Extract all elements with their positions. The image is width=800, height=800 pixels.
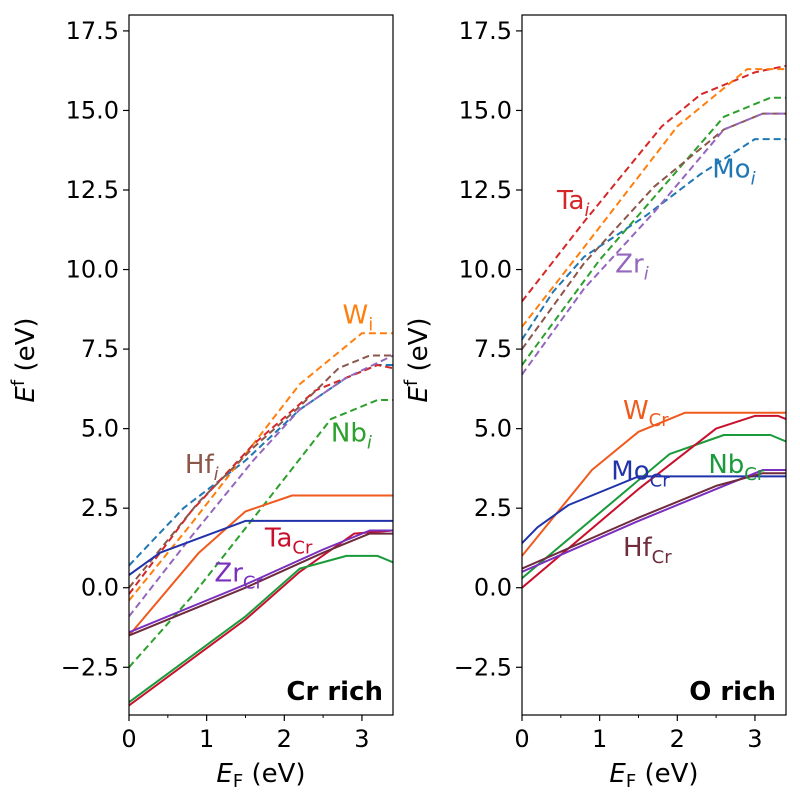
series-line-zr-i — [522, 112, 786, 376]
annotation-w-cr: WCr — [623, 396, 669, 431]
x-tick-label: 2 — [670, 725, 685, 753]
y-tick-label: −2.5 — [454, 653, 512, 681]
x-tick-label: 0 — [121, 725, 136, 753]
x-tick-label: 3 — [747, 725, 762, 753]
annotation-zr-cr: ZrCr — [214, 558, 263, 593]
series-line-hf-i — [129, 354, 393, 589]
series-line-nb-i — [522, 96, 786, 366]
annotation-mo-cr: MoCr — [611, 457, 670, 492]
series-line-mo-i — [129, 364, 393, 567]
x-tick-label: 2 — [277, 725, 292, 753]
series-line-mo-i — [522, 138, 786, 341]
series-line-hf-i — [522, 112, 786, 350]
panel-o-rich: −2.5 0.0 2.5 5.0 7.5 10.0 12.5 15.0 17.5 0 1 2 3 EF (… — [401, 14, 787, 792]
series-line-ta-i — [129, 364, 393, 595]
y-tick-label: 2.5 — [474, 494, 512, 522]
series-line-zr-i — [129, 354, 393, 618]
series-line-mo-cr — [522, 475, 786, 544]
x-axis-label: EF (eV) — [216, 759, 305, 792]
series-line-hf-cr — [522, 472, 786, 570]
panel-title: Cr rich — [286, 677, 383, 707]
series-line-nb-cr — [522, 434, 786, 579]
series-line-mo-cr — [129, 519, 393, 576]
series-group — [129, 332, 393, 707]
y-tick-label: 7.5 — [81, 335, 119, 363]
annotation-w-i: Wi — [343, 301, 374, 336]
x-tick-label: 1 — [199, 725, 214, 753]
y-tick-label: 17.5 — [459, 17, 512, 45]
annotation-mo-i: Moi — [712, 154, 755, 189]
y-tick-label: 0.0 — [474, 574, 512, 602]
series-line-w-cr — [522, 411, 786, 557]
series-line-w-i — [522, 68, 786, 328]
y-tick-label: 12.5 — [459, 176, 512, 204]
annotation-ta-i: Tai — [556, 186, 590, 221]
x-tick-label: 0 — [514, 725, 529, 753]
series-line-nb-cr — [129, 554, 393, 704]
series-line-ta-cr — [522, 414, 786, 589]
y-tick-label: 15.0 — [66, 96, 119, 124]
y-tick-label: 10.0 — [459, 256, 512, 284]
y-tick-label: 7.5 — [474, 335, 512, 363]
x-tick-label: 3 — [354, 725, 369, 753]
y-tick-label: 10.0 — [66, 256, 119, 284]
x-tick-label: 1 — [592, 725, 607, 753]
plot-frame — [521, 14, 787, 716]
y-tick-label: 0.0 — [81, 574, 119, 602]
panel-cr-rich: −2.5 0.0 2.5 5.0 7.5 10.0 12.5 15.0 17.5 0 1 2 3 EF (… — [8, 14, 394, 792]
y-tick-label: 5.0 — [81, 415, 119, 443]
y-axis-label: Ef (eV) — [401, 317, 434, 402]
annotation-nb-cr: NbCr — [708, 450, 765, 485]
series-line-hf-cr — [129, 532, 393, 637]
y-tick-label: −2.5 — [61, 653, 119, 681]
series-line-zr-cr — [129, 529, 393, 634]
y-tick-label: 2.5 — [81, 494, 119, 522]
annotation-hf-cr: HfCr — [623, 533, 672, 568]
y-axis-label: Ef (eV) — [8, 317, 41, 402]
y-tick-label: 15.0 — [459, 96, 512, 124]
series-group — [522, 64, 786, 589]
series-line-nb-i — [129, 399, 393, 668]
annotation-zr-i: Zri — [615, 250, 649, 285]
x-axis-label: EF (eV) — [609, 759, 698, 792]
panel-title: O rich — [689, 677, 776, 707]
series-line-zr-cr — [522, 469, 786, 573]
series-line-w-i — [129, 332, 393, 602]
series-line-w-cr — [129, 494, 393, 637]
y-tick-label: 5.0 — [474, 415, 512, 443]
y-tick-label: 17.5 — [66, 17, 119, 45]
annotation-nb-i: Nbi — [331, 418, 372, 453]
annotation-ta-cr: TaCr — [264, 523, 313, 558]
y-tick-label: 12.5 — [66, 176, 119, 204]
annotation-hf-i: Hfi — [185, 450, 219, 485]
plot-frame — [128, 14, 394, 716]
